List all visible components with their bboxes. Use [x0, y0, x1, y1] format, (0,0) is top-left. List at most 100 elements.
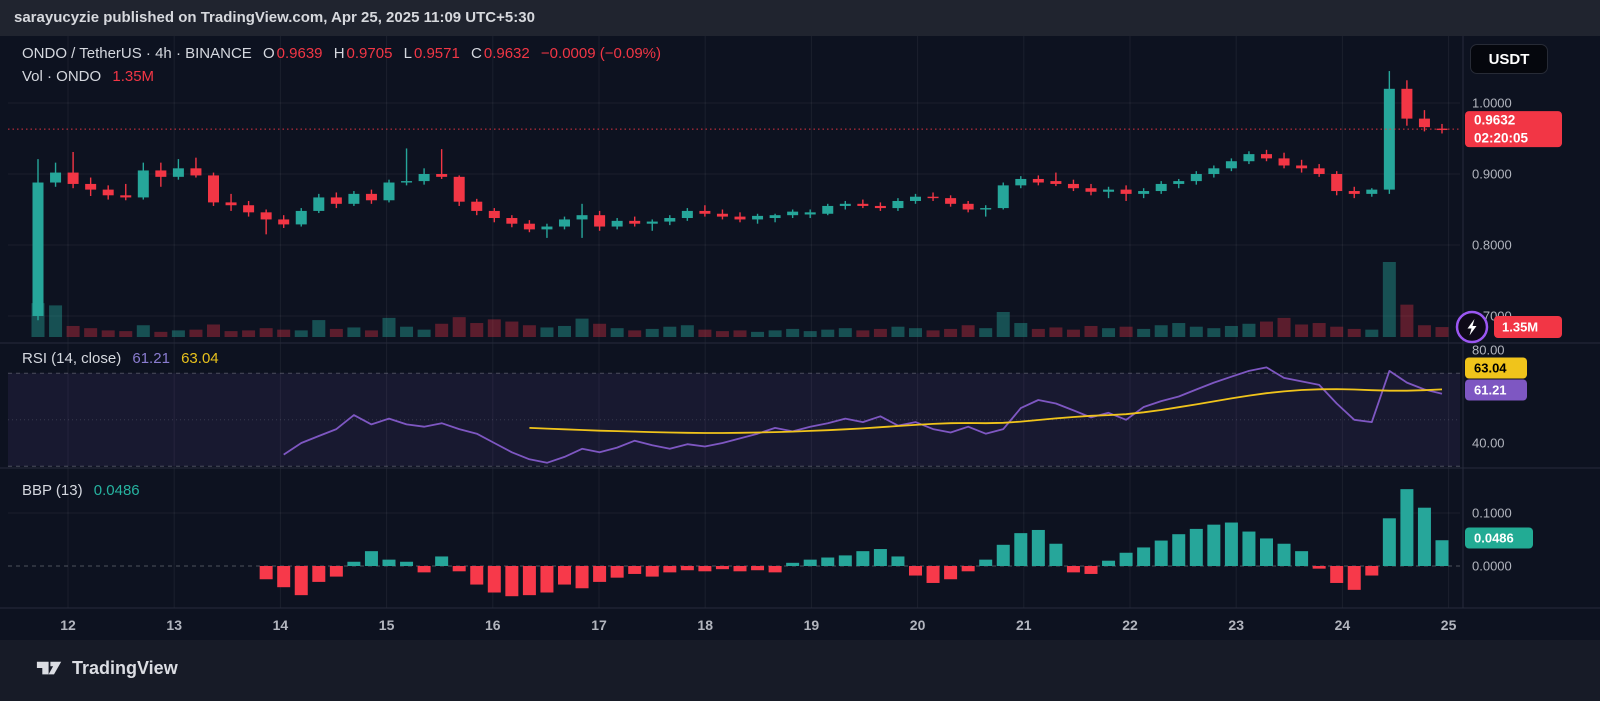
bbp-bar — [979, 559, 993, 566]
bbp-axis-label: 0.1000 — [1472, 506, 1512, 521]
time-axis-label: 18 — [697, 617, 713, 633]
countdown-value: 02:20:05 — [1474, 131, 1529, 146]
volume-bar — [1172, 323, 1186, 337]
volume-bar — [400, 326, 414, 337]
bbp-bar — [417, 566, 431, 573]
bbp-title[interactable]: BBP (13) — [22, 482, 83, 499]
bbp-bar — [680, 566, 694, 571]
volume-bar — [136, 325, 150, 337]
bbp-bar — [540, 566, 554, 593]
bbp-bar — [364, 551, 378, 566]
candle-body — [506, 218, 518, 224]
volume-bar — [1400, 304, 1414, 337]
candle-body — [1085, 188, 1097, 192]
volume-bar — [1330, 326, 1344, 337]
candle-body — [874, 205, 886, 209]
time-axis[interactable] — [0, 608, 1600, 640]
candle-body — [50, 172, 62, 183]
bbp-value: 0.0486 — [93, 482, 140, 499]
bbp-bar — [663, 566, 677, 573]
time-axis-label: 16 — [485, 617, 501, 633]
rsi-ma-badge-value: 63.04 — [1474, 361, 1507, 376]
volume-bar — [768, 330, 782, 337]
volume-bar — [119, 331, 133, 337]
volume-bar — [786, 328, 800, 337]
bbp-bar — [891, 556, 905, 566]
lightning-icon — [1467, 319, 1477, 336]
rsi-ma-value: 63.04 — [181, 350, 219, 367]
bbp-bar — [1277, 543, 1291, 566]
volume-bar — [610, 328, 624, 337]
open-label: O — [262, 45, 275, 62]
volume-header: Vol · ONDO 1.35M — [22, 68, 161, 85]
rsi-title[interactable]: RSI (14, close) — [22, 350, 122, 367]
candle-body — [576, 215, 588, 220]
candle-body — [1120, 189, 1132, 194]
bbp-header: BBP (13) 0.0486 — [22, 482, 147, 499]
candle-body — [1243, 154, 1255, 162]
bbp-bar — [751, 566, 765, 571]
volume-bar — [1049, 327, 1063, 337]
bbp-bar — [1031, 529, 1045, 566]
bbp-bar — [1049, 543, 1063, 566]
candle-body — [646, 221, 658, 224]
volume-bar — [680, 325, 694, 337]
candle-body — [488, 210, 500, 219]
volume-bar — [207, 324, 220, 337]
candle-body — [752, 215, 764, 220]
volume-bar — [1224, 325, 1238, 337]
volume-bar — [1031, 328, 1045, 337]
bbp-bar — [435, 556, 449, 566]
candle-body — [1366, 189, 1378, 194]
tradingview-logo[interactable]: TradingView — [36, 658, 178, 679]
candle-body — [1401, 88, 1413, 119]
volume-bar — [891, 326, 905, 337]
bbp-bar — [1260, 538, 1273, 566]
candle-body — [102, 189, 114, 196]
candle-body — [997, 185, 1009, 209]
open-value: 0.9639 — [276, 45, 323, 62]
bbp-bar — [347, 561, 361, 566]
time-axis-label: 25 — [1441, 617, 1457, 633]
rsi-badge — [1465, 379, 1527, 401]
volume-bar — [470, 323, 484, 337]
volume-bar — [189, 329, 203, 337]
symbol-title[interactable]: ONDO / TetherUS · 4h · BINANCE — [22, 45, 252, 62]
high-value: 0.9705 — [346, 45, 393, 62]
volume-bar — [171, 330, 185, 337]
volume-bar — [944, 328, 958, 337]
bbp-bar — [1347, 566, 1361, 590]
volume-bar — [154, 331, 168, 337]
bbp-bar — [593, 566, 607, 582]
volume-bar — [294, 330, 308, 337]
rsi-badge-value: 61.21 — [1474, 383, 1507, 398]
candle-body — [611, 220, 623, 227]
low-value: 0.9571 — [413, 45, 460, 62]
bbp-bar — [838, 555, 852, 566]
bbp-bar — [1417, 507, 1431, 566]
volume-bar — [698, 329, 712, 337]
rsi-line — [283, 366, 1443, 464]
volume-bar — [505, 321, 519, 337]
bbp-bar — [558, 566, 571, 585]
bbp-bar — [1224, 522, 1238, 566]
volume-bar — [1084, 325, 1098, 337]
boost-button[interactable] — [1455, 310, 1489, 344]
bbp-bar — [277, 566, 291, 588]
rsi-value: 61.21 — [132, 350, 170, 367]
candle-body — [1208, 168, 1220, 174]
currency-button[interactable]: USDT — [1470, 44, 1548, 74]
close-label: C — [471, 45, 482, 62]
bbp-bar — [1207, 524, 1221, 566]
volume-badge-value: 1.35M — [1502, 320, 1538, 335]
volume-bar — [909, 328, 922, 337]
candle-body — [260, 212, 272, 220]
volume-label[interactable]: Vol · ONDO — [22, 68, 102, 85]
candle-body — [559, 219, 570, 227]
chart-canvas[interactable]: 1.00000.90000.80000.700080.0040.000.1000… — [0, 36, 1600, 640]
volume-bar — [1260, 321, 1273, 337]
bbp-bar — [294, 566, 308, 596]
time-axis-label: 23 — [1228, 617, 1244, 633]
price-axis-label: 1.0000 — [1472, 96, 1512, 111]
candle-body — [120, 195, 132, 198]
